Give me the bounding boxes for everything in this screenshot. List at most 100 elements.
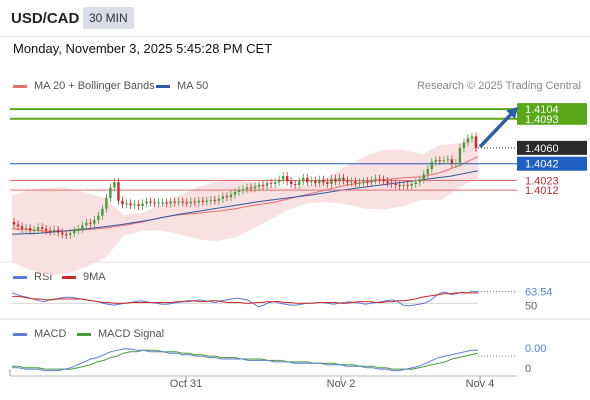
candle-body	[450, 159, 454, 164]
timeframe-badge[interactable]: 30 MIN	[83, 7, 134, 29]
candle-body	[281, 176, 285, 180]
candle-body	[261, 184, 265, 186]
last-price-label: 1.4060	[525, 143, 559, 155]
candle	[237, 186, 241, 196]
datetime-label: Monday, November 3, 2025 5:45:28 PM CET	[13, 41, 273, 56]
candle-body	[277, 179, 281, 183]
candle-body	[125, 203, 128, 205]
candle	[334, 174, 337, 186]
candle	[289, 177, 293, 188]
ma20-swatch	[13, 84, 27, 88]
candle-body	[434, 160, 438, 162]
candle-body	[77, 228, 80, 231]
candle-body	[165, 202, 168, 204]
candle	[20, 222, 24, 233]
bollinger-band	[12, 135, 478, 276]
candle	[16, 220, 20, 231]
candle	[213, 195, 217, 205]
candle-body	[462, 142, 466, 148]
candle	[350, 177, 353, 187]
candle	[269, 179, 273, 188]
candle-body	[318, 179, 321, 184]
candle-body	[217, 198, 221, 201]
candle-body	[470, 136, 474, 139]
candle	[28, 224, 32, 235]
candle-body	[40, 227, 44, 229]
candle	[221, 192, 225, 203]
candle-body	[205, 200, 209, 202]
candle	[438, 156, 442, 166]
candle	[44, 224, 48, 235]
candle-body	[193, 201, 196, 203]
candle	[157, 198, 160, 208]
candle-body	[24, 228, 28, 230]
candle-body	[346, 180, 349, 183]
candle-body	[338, 177, 341, 182]
candle	[12, 217, 16, 229]
chart-header: USD/CAD 30 MIN	[0, 0, 590, 37]
candle-body	[189, 201, 192, 204]
candle	[185, 198, 188, 208]
macd-signal-swatch	[77, 332, 91, 336]
candle	[145, 197, 148, 208]
candle	[137, 200, 140, 210]
candle	[410, 180, 413, 190]
candle-body	[61, 232, 64, 235]
macd-line	[12, 348, 478, 372]
candle-body	[298, 181, 301, 185]
candle	[149, 197, 152, 207]
candle-body	[418, 179, 421, 183]
candle-body	[257, 184, 261, 187]
candle-body	[69, 233, 72, 236]
candle	[169, 197, 172, 208]
candle	[446, 155, 450, 165]
candle-body	[177, 201, 180, 203]
candle-body	[81, 225, 84, 229]
macd-zero-label: 0	[525, 363, 531, 375]
candle-body	[213, 199, 217, 201]
candle	[201, 196, 205, 206]
candle-body	[225, 196, 229, 198]
macd-swatch	[13, 332, 27, 336]
candle-body	[394, 183, 397, 185]
candle-body	[265, 183, 269, 186]
forecast-arrow	[478, 109, 516, 149]
rsi-reference-label: 50	[525, 300, 537, 312]
candle	[113, 178, 116, 192]
candle-body	[145, 201, 148, 204]
candle-body	[289, 181, 293, 184]
candle	[382, 175, 385, 186]
candle	[257, 180, 261, 191]
resistance-tag	[517, 103, 587, 116]
candle	[330, 174, 333, 188]
candle-body	[310, 180, 313, 183]
ma50-line	[11, 170, 479, 235]
candle	[77, 224, 80, 235]
candle-body	[129, 203, 132, 206]
candle-body	[101, 208, 104, 216]
candle-body	[362, 181, 365, 183]
candle	[458, 143, 462, 167]
candle-body	[378, 178, 381, 180]
candle	[426, 165, 429, 179]
candle-body	[442, 160, 446, 162]
candle-body	[306, 177, 309, 183]
candle-body	[406, 184, 409, 186]
candle	[205, 196, 209, 206]
candle	[434, 156, 438, 166]
legend-ma20: MA 20 + Bollinger Bands	[13, 80, 155, 92]
candle-body	[65, 234, 68, 236]
candle-body	[229, 194, 233, 198]
candle-body	[294, 183, 297, 185]
candle-body	[402, 184, 405, 186]
candle	[217, 195, 221, 205]
legend-macd-label: MACD	[34, 328, 67, 340]
candle	[93, 216, 96, 228]
candle-body	[181, 201, 184, 203]
candle-body	[233, 191, 237, 195]
candle	[177, 197, 180, 207]
candle-body	[370, 180, 373, 183]
pivot-tag	[517, 156, 587, 171]
legend-ma50: MA 50	[156, 80, 208, 92]
